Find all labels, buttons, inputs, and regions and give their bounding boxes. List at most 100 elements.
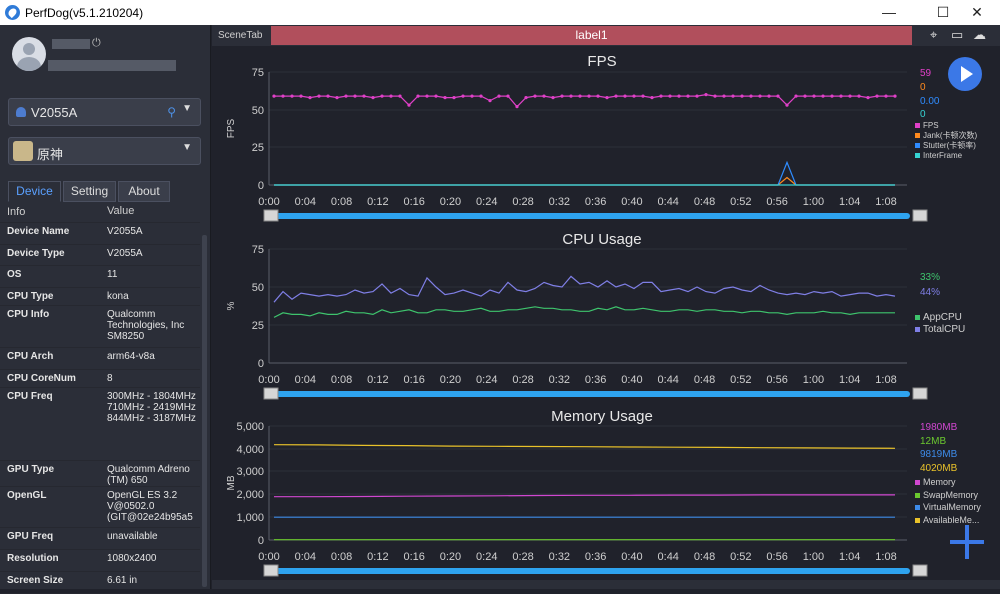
table-row: Device Type V2055A [0, 245, 200, 266]
legend-swatch [915, 505, 920, 510]
data-point [623, 94, 627, 98]
data-point [551, 96, 555, 100]
info-value: unavailable [107, 531, 158, 542]
x-tick-label: 1:08 [875, 374, 896, 386]
y-tick-label: 75 [252, 244, 264, 256]
data-point [614, 94, 618, 98]
current-value: 9819MB [920, 449, 958, 460]
legend-label: TotalCPU [923, 324, 965, 335]
table-row: CPU Info Qualcomm Technologies, Inc SM825… [0, 306, 200, 348]
play-button[interactable] [948, 57, 982, 91]
data-point [272, 94, 276, 98]
data-point [713, 94, 717, 98]
maximize-button[interactable]: ☐ [936, 4, 950, 20]
data-point [380, 94, 384, 98]
y-tick-label: 3,000 [236, 466, 264, 478]
legend-swatch [915, 153, 920, 158]
info-value: V2055A [107, 226, 143, 237]
x-tick-label: 0:28 [512, 551, 533, 563]
y-tick-label: 25 [252, 142, 264, 154]
app-icon [13, 141, 33, 161]
data-point [875, 94, 879, 98]
range-slider-handle-left [263, 387, 279, 400]
scene-tab-label[interactable]: SceneTab [218, 30, 263, 41]
legend-label: AvailableMe... [923, 515, 979, 525]
cloud-icon[interactable]: ☁ [973, 27, 986, 42]
minimize-button[interactable]: — [882, 4, 896, 20]
logout-power-icon[interactable]: ⏻ [92, 37, 101, 49]
current-value: 0.00 [920, 96, 940, 107]
y-tick-label: 50 [252, 282, 264, 294]
android-icon [16, 107, 26, 117]
data-point [668, 94, 672, 98]
x-tick-label: 1:04 [839, 551, 860, 563]
info-key: CPU Arch [7, 351, 54, 362]
x-tick-label: 0:04 [295, 374, 316, 386]
avatar[interactable] [12, 37, 46, 71]
info-key: GPU Freq [7, 531, 54, 542]
series-line-1 [274, 176, 895, 186]
close-button[interactable]: ✕ [971, 4, 983, 20]
sidebar-scrollbar[interactable] [202, 235, 207, 587]
series-line-2 [274, 160, 895, 186]
info-value: 1080x2400 [107, 553, 157, 564]
data-point [650, 96, 654, 100]
info-value: 8 [107, 373, 113, 384]
chevron-down-icon[interactable]: ▼ [182, 103, 192, 114]
charts-area: FPS FPS 75 50 25 0 0:00 0:04 0:08 0:12 0:16 0:20 0:2… [226, 53, 981, 577]
x-tick-label: 0:48 [694, 196, 715, 208]
folder-icon[interactable]: ▭ [951, 27, 964, 42]
info-key: Screen Size [7, 575, 64, 586]
legend-label: Memory [923, 477, 956, 487]
data-point [830, 94, 834, 98]
tab-setting[interactable]: Setting [63, 181, 116, 202]
data-point [587, 94, 591, 98]
data-point [542, 94, 546, 98]
current-value: 59 [920, 68, 932, 79]
x-tick-label: 0:20 [440, 196, 461, 208]
data-point [821, 94, 825, 98]
tab-device[interactable]: Device [8, 181, 61, 202]
info-value: kona [107, 291, 129, 302]
data-point [641, 94, 645, 98]
info-value: V2055A [107, 248, 143, 259]
info-value: arm64-v8a [107, 351, 155, 362]
table-row: OS 11 [0, 266, 200, 288]
data-point [857, 94, 861, 98]
table-header: Info Value [0, 203, 200, 223]
table-row: CPU Arch arm64-v8a [0, 348, 200, 370]
legend-label: Jank(卡顿次数) [923, 130, 978, 140]
range-slider-handle-right [912, 387, 928, 400]
connection-icon[interactable]: ⚲ [167, 105, 176, 119]
legend-swatch [915, 123, 920, 128]
data-point [533, 94, 537, 98]
table-row: CPU CoreNum 8 [0, 370, 200, 388]
x-tick-label: 0:56 [766, 551, 787, 563]
info-value: Qualcomm Adreno (TM) 650 [107, 464, 190, 486]
y-tick-label: 0 [258, 180, 264, 192]
legend-label: FPS [923, 121, 939, 130]
data-point [389, 94, 393, 98]
data-point [434, 94, 438, 98]
x-tick-label: 0:44 [658, 196, 679, 208]
table-row: Device Name V2055A [0, 223, 200, 245]
data-point [605, 96, 609, 100]
x-tick-label: 0:16 [403, 551, 424, 563]
data-point [722, 94, 726, 98]
tab-about[interactable]: About [118, 181, 170, 202]
scene-label-bar[interactable]: label1 [271, 26, 912, 45]
x-tick-label: 0:44 [658, 551, 679, 563]
x-tick-label: 0:24 [476, 196, 497, 208]
add-chart-button[interactable] [950, 525, 984, 559]
x-tick-label: 0:04 [295, 196, 316, 208]
location-pin-icon[interactable]: ⌖ [930, 27, 938, 42]
data-point [560, 94, 564, 98]
x-tick-label: 0:32 [549, 551, 570, 563]
data-point [785, 103, 789, 107]
legend-label: VirtualMemory [923, 502, 981, 512]
app-select[interactable]: 原神 ▼ [8, 137, 201, 165]
y-axis-label: % [226, 301, 237, 310]
device-select[interactable]: V2055A ⚲ ▼ [8, 98, 201, 126]
chevron-down-icon[interactable]: ▼ [182, 142, 192, 153]
current-value: 0 [920, 109, 926, 120]
